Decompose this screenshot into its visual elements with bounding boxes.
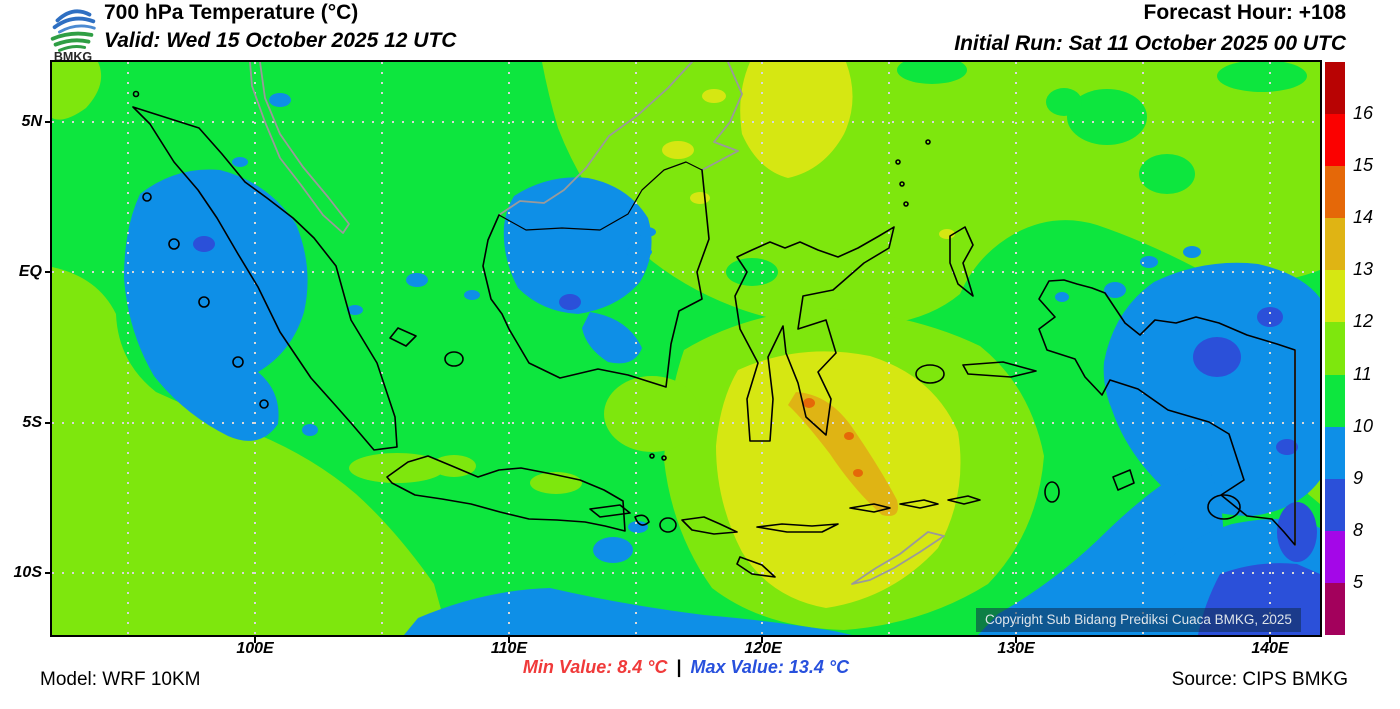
colorbar-segment [1325, 582, 1345, 636]
colorbar-label: 15 [1353, 155, 1374, 175]
axis-tick [254, 637, 256, 643]
page-title: 700 hPa Temperature (°C) [104, 1, 359, 24]
lon-label-140e: 140E [1251, 640, 1289, 657]
source-label: Source: CIPS BMKG [1171, 669, 1348, 690]
valid-time-label: Valid: Wed 15 October 2025 12 UTC [104, 29, 457, 52]
lon-label-130e: 130E [997, 640, 1035, 657]
model-label: Model: WRF 10KM [40, 669, 201, 690]
axis-tick [45, 271, 51, 273]
colorbar-label: 14 [1353, 207, 1374, 227]
max-value-label: Max Value: 13.4 °C [690, 657, 850, 677]
bmkg-logo-icon: BMKG [44, 2, 102, 64]
axis-tick [1015, 637, 1017, 643]
colorbar-segment [1325, 530, 1345, 583]
field-orange-spots [803, 398, 863, 477]
lat-label-5n: 5N [21, 113, 42, 130]
colorbar-segment [1325, 114, 1345, 167]
initial-run-label: Initial Run: Sat 11 October 2025 00 UTC [954, 32, 1346, 55]
colorbar-segment [1325, 62, 1345, 115]
minmax-separator: | [671, 657, 687, 677]
axis-tick [761, 637, 763, 643]
forecast-hour-label: Forecast Hour: +108 [1143, 1, 1347, 24]
axis-tick [45, 121, 51, 123]
colorbar-label: 16 [1353, 103, 1374, 123]
copyright-overlay: Copyright Sub Bidang Prediksi Cuaca BMKG… [976, 608, 1301, 632]
colorbar-label: 8 [1353, 520, 1364, 540]
temperature-field-canvas [52, 62, 1320, 635]
lon-label-110e: 110E [490, 640, 528, 657]
colorbar-segment [1325, 322, 1345, 375]
colorbar-segment [1325, 166, 1345, 219]
colorbar-label: 5 [1353, 572, 1364, 592]
field-green-patches [726, 62, 1307, 286]
colorbar-segment [1325, 478, 1345, 531]
lat-label-eq: EQ [18, 263, 42, 280]
axis-tick [508, 637, 510, 643]
colorbar-swatches [1325, 62, 1345, 636]
lat-label-5s: 5S [22, 414, 42, 431]
field-gold-regions [788, 392, 898, 516]
colorbar-segment [1325, 374, 1345, 427]
colorbar-label: 13 [1353, 259, 1374, 279]
axis-tick [45, 572, 51, 574]
min-value-label: Min Value: 8.4 °C [522, 657, 668, 677]
temperature-map [50, 60, 1322, 637]
indonesia-coastlines [132, 90, 1296, 578]
axis-tick [1269, 637, 1271, 643]
lat-label-10s: 10S [13, 564, 42, 581]
colorbar-label: 10 [1353, 416, 1374, 436]
colorbar-label: 11 [1353, 364, 1372, 384]
colorbar-label: 12 [1353, 311, 1374, 331]
colorbar-segment [1325, 218, 1345, 271]
axis-tick [45, 422, 51, 424]
field-yellow-regions [662, 62, 961, 608]
colorbar-label: 9 [1353, 468, 1364, 488]
minmax-line: Min Value: 8.4 °C | Max Value: 13.4 °C [52, 657, 1320, 678]
lon-label-100e: 100E [236, 640, 274, 657]
lon-label-120e: 120E [744, 640, 782, 657]
colorbar-segment [1325, 426, 1345, 479]
colorbar-segment [1325, 270, 1345, 323]
